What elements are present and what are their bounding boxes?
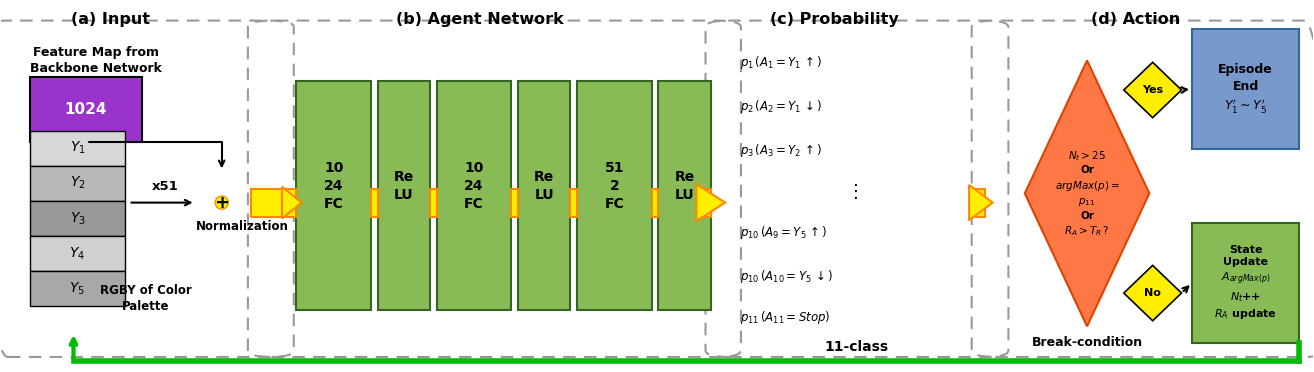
Bar [377,81,430,310]
Bar [436,81,511,310]
Polygon shape [1123,62,1181,118]
Polygon shape [1123,265,1181,321]
Text: $\mathit{Y}_5$: $\mathit{Y}_5$ [70,280,85,296]
Text: (b) Agent Network: (b) Agent Network [396,13,564,28]
Polygon shape [696,184,725,221]
Text: RGBY of Color
Palette: RGBY of Color Palette [100,284,192,313]
Bar [30,271,125,306]
Bar [706,189,711,217]
Text: Re
LU: Re LU [394,170,414,202]
Bar [518,81,570,310]
Bar [297,81,371,310]
Text: $\mathit{Y}_4$: $\mathit{Y}_4$ [70,245,85,262]
Text: $\vdots$: $\vdots$ [846,182,858,201]
Text: $\mathit{Y}_1$: $\mathit{Y}_1$ [70,140,85,156]
Polygon shape [968,185,992,220]
Text: x51: x51 [152,180,179,193]
Text: Re
LU: Re LU [674,170,695,202]
Ellipse shape [215,196,229,209]
Bar [251,189,297,217]
Text: $p_1\,(A_1 = Y_1\,\uparrow)$: $p_1\,(A_1 = Y_1\,\uparrow)$ [740,54,823,71]
Text: No: No [1144,288,1162,298]
Text: $p_2\,(A_2 = Y_1\,\downarrow)$: $p_2\,(A_2 = Y_1\,\downarrow)$ [740,98,823,115]
Text: Feature Map from
Backbone Network: Feature Map from Backbone Network [30,46,162,75]
Text: +: + [214,193,229,212]
Text: Re
LU: Re LU [533,170,555,202]
Bar [658,81,711,310]
Bar [30,166,125,201]
Polygon shape [1025,61,1150,326]
Bar [371,189,377,217]
Text: 51
2
FC: 51 2 FC [604,161,624,211]
Text: 11-class: 11-class [825,340,890,354]
Bar [30,201,125,236]
Text: $p_3\,(A_3 = Y_2\,\uparrow)$: $p_3\,(A_3 = Y_2\,\uparrow)$ [740,142,823,160]
Text: 10
24
FC: 10 24 FC [325,161,344,211]
Polygon shape [283,187,302,218]
Text: Normalization: Normalization [196,220,288,233]
Bar [975,189,984,217]
Bar [30,236,125,271]
Bar [570,189,577,217]
Bar [30,77,142,142]
Text: (a) Input: (a) Input [71,13,150,28]
Text: Break-condition: Break-condition [1031,336,1143,349]
Bar [652,189,658,217]
Bar [1192,223,1300,343]
Bar [577,81,652,310]
Text: $p_{10}\,(A_{10} = Y_5\,\downarrow)$: $p_{10}\,(A_{10} = Y_5\,\downarrow)$ [740,268,832,285]
Text: $N_t > 25$
Or
$argMax(p) =$
$p_{11}$
Or
$R_A > T_R\,?$: $N_t > 25$ Or $argMax(p) =$ $p_{11}$ Or … [1055,149,1120,238]
Bar [1192,29,1300,149]
Text: $p_{10}\,(A_9 = Y_5\,\uparrow)$: $p_{10}\,(A_9 = Y_5\,\uparrow)$ [740,224,827,241]
Text: State
Update
$A_{argMax(p)}$
$N_t$++
$R_A$ update: State Update $A_{argMax(p)}$ $N_t$++ $R_… [1214,245,1277,321]
Text: $\mathit{Y}_3$: $\mathit{Y}_3$ [70,210,85,227]
Text: (d) Action: (d) Action [1091,13,1180,28]
Text: Yes: Yes [1142,85,1163,95]
Text: (c) Probability: (c) Probability [770,13,899,28]
Ellipse shape [217,198,227,208]
Text: Episode
End
$Y_1'\sim Y_5'$: Episode End $Y_1'\sim Y_5'$ [1218,63,1273,115]
Bar [511,189,518,217]
Text: 1024: 1024 [64,102,108,117]
Bar [30,131,125,166]
Bar [430,189,436,217]
Text: $\mathit{Y}_2$: $\mathit{Y}_2$ [70,175,85,192]
Text: $p_{11}\,(A_{11} = Stop)$: $p_{11}\,(A_{11} = Stop)$ [740,308,830,326]
Text: 10
24
FC: 10 24 FC [464,161,484,211]
